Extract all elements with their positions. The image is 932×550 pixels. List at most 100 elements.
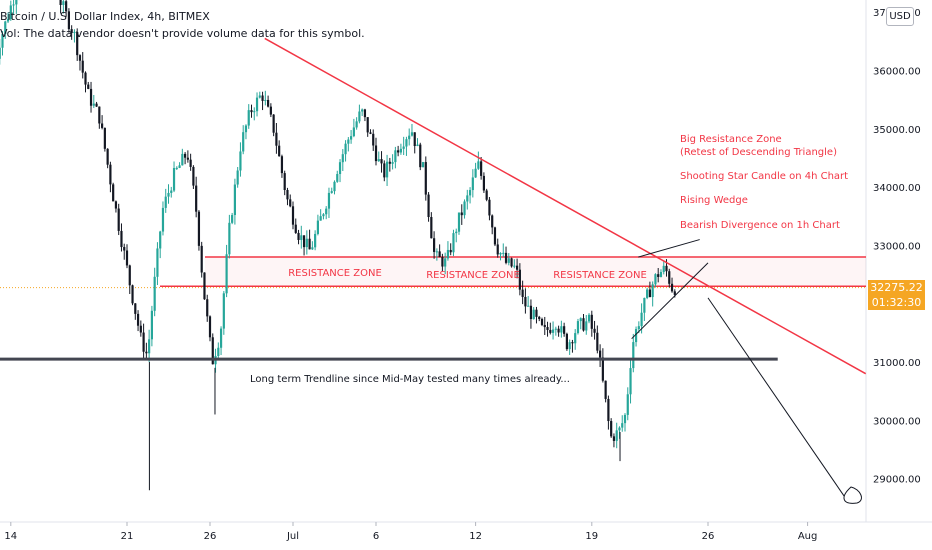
candle-body xyxy=(374,145,378,162)
candle-body xyxy=(175,167,178,169)
candle-body xyxy=(225,254,228,294)
candle-body xyxy=(314,233,317,248)
candle-body xyxy=(665,265,668,272)
candle-body xyxy=(634,329,638,343)
resistance-zone-layer xyxy=(160,256,866,287)
candle-body xyxy=(516,265,519,270)
candle-body xyxy=(269,106,272,115)
candle-body xyxy=(330,191,333,193)
candle-body xyxy=(103,127,106,149)
candle-body xyxy=(87,84,90,89)
candle-body xyxy=(482,175,485,191)
candle-body xyxy=(114,201,118,209)
candle-body xyxy=(532,309,535,320)
candle-body xyxy=(640,312,643,327)
candle-body xyxy=(554,328,557,330)
candle-body xyxy=(576,321,580,334)
candle-body xyxy=(457,212,461,232)
candle-body xyxy=(355,121,358,128)
candle-body xyxy=(300,235,303,240)
candle-body xyxy=(336,174,339,182)
candle-body xyxy=(15,0,18,5)
candle-body xyxy=(557,328,560,333)
candle-body xyxy=(81,60,84,73)
candle-body xyxy=(322,214,325,217)
candle-body xyxy=(167,192,170,197)
candle-body xyxy=(272,114,275,133)
candle-body xyxy=(538,316,541,320)
candle-body xyxy=(565,333,568,350)
candle-body xyxy=(112,184,115,202)
candle-body xyxy=(62,1,65,5)
candle-body xyxy=(192,166,195,186)
candle-body xyxy=(255,97,259,112)
candle-body xyxy=(637,326,640,330)
candle-body xyxy=(217,347,220,356)
candle-body xyxy=(582,318,585,331)
candle-body xyxy=(358,111,361,122)
time-tick-label: 26 xyxy=(702,531,715,542)
candle-body xyxy=(568,342,571,350)
currency-badge[interactable]: USD xyxy=(886,7,914,26)
descending-trendline xyxy=(264,37,867,375)
time-tick-label: 21 xyxy=(121,531,134,542)
candle-body xyxy=(250,110,253,113)
candle-body xyxy=(239,151,242,171)
candle-body xyxy=(308,238,311,250)
rising-wedge-upper-line xyxy=(638,239,700,258)
candle-body xyxy=(84,72,87,85)
candle-body xyxy=(297,232,300,240)
price-tick-label: 31000.00 xyxy=(873,358,921,369)
candle-body xyxy=(341,154,344,163)
candle-body xyxy=(195,185,198,212)
candle-body xyxy=(657,274,660,277)
candle-body xyxy=(333,181,336,192)
candle-body xyxy=(599,350,602,358)
candle-body xyxy=(172,168,176,191)
candle-body xyxy=(156,248,159,277)
last-price-tag: 32275.22 xyxy=(868,279,925,295)
candle-body xyxy=(70,29,73,34)
candle-body xyxy=(424,162,427,195)
symbol-title: Bitcoin / U.S. Dollar Index, 4h, BITMEX xyxy=(0,10,210,23)
candle-body xyxy=(98,106,101,124)
candle-body xyxy=(161,207,165,232)
candle-body xyxy=(338,162,342,175)
candle-body xyxy=(646,289,649,298)
candle-body xyxy=(648,289,651,298)
candle-body xyxy=(361,109,364,112)
hand-drawn-arrow-head xyxy=(843,486,862,504)
bar-countdown-tag: 01:32:30 xyxy=(868,294,925,310)
candle-body xyxy=(178,165,181,168)
price-tick-label: 29000.00 xyxy=(873,475,921,486)
candle-body xyxy=(430,217,433,239)
time-axis-ticks: 14 21 26 Jul 6 12 19 26 Aug xyxy=(4,522,817,542)
candle-body xyxy=(170,190,173,193)
candle-body xyxy=(253,111,256,113)
candle-body xyxy=(131,285,134,304)
price-tick-label: 30000.00 xyxy=(873,416,921,427)
candle-body xyxy=(120,230,123,248)
candle-body xyxy=(521,289,524,297)
candle-body xyxy=(610,421,613,437)
candle-body xyxy=(485,190,488,200)
candle-body xyxy=(258,95,261,98)
candle-body xyxy=(261,95,264,101)
candle-body xyxy=(302,235,306,248)
candle-body xyxy=(626,394,629,415)
candle-body xyxy=(142,332,145,352)
note-bearish-divergence: Bearish Divergence on 1h Chart xyxy=(680,220,840,231)
candlestick-series xyxy=(0,0,676,491)
candle-body xyxy=(186,157,189,160)
candle-body xyxy=(128,265,131,286)
candle-body xyxy=(502,252,505,254)
candle-body xyxy=(101,123,104,128)
candle-body xyxy=(291,206,295,225)
candle-body xyxy=(394,150,397,163)
candle-body xyxy=(421,162,425,168)
candle-body xyxy=(6,19,10,22)
volume-notice: Vol: The data vendor doesn't provide vol… xyxy=(0,27,365,40)
trendline-label: Long term Trendline since Mid-May tested… xyxy=(250,374,570,385)
candle-body xyxy=(397,150,400,153)
